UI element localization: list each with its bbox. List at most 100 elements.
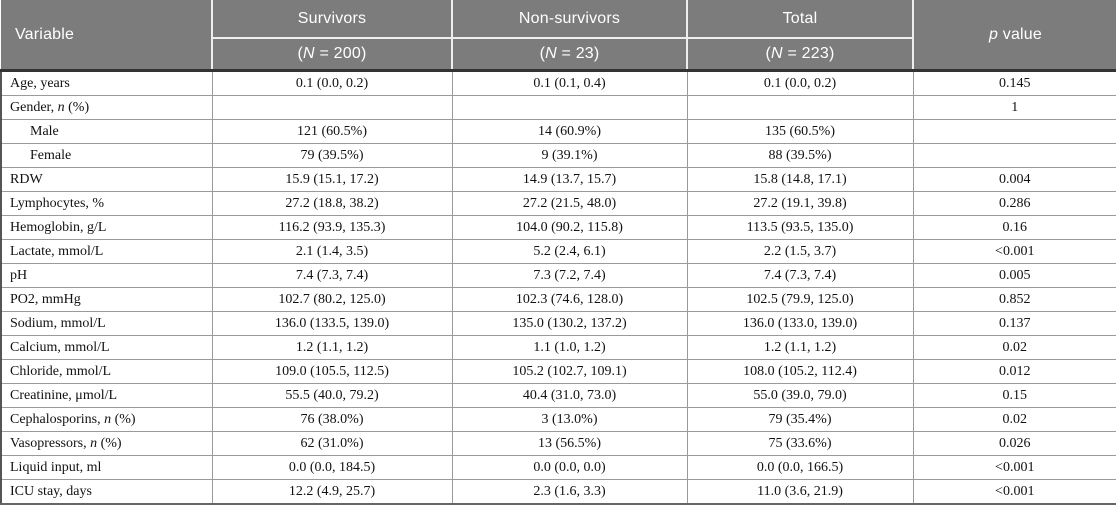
total-cell: 102.5 (79.9, 125.0)	[686, 287, 914, 312]
variable-cell: Age, years	[0, 70, 213, 96]
pvalue-cell: 0.137	[912, 311, 1116, 336]
pvalue-cell: 0.005	[912, 263, 1116, 288]
survivors-cell: 76 (38.0%)	[211, 407, 453, 432]
nonsurvivors-cell: 135.0 (130.2, 137.2)	[451, 311, 688, 336]
table-row: Age, years 0.1 (0.0, 0.2) 0.1 (0.1, 0.4) 0.…	[0, 70, 1116, 96]
nonsurvivors-cell: 40.4 (31.0, 73.0)	[451, 383, 688, 408]
pvalue-cell: 0.012	[912, 359, 1116, 384]
nonsurvivors-cell: 14.9 (13.7, 15.7)	[451, 167, 688, 192]
table-row: Gender, n (%) 1	[0, 95, 1116, 120]
variable-cell: Liquid input, ml	[0, 455, 213, 480]
table-body: Age, years 0.1 (0.0, 0.2) 0.1 (0.1, 0.4) 0.…	[0, 70, 1116, 505]
total-cell	[686, 95, 914, 120]
pvalue-cell: <0.001	[912, 455, 1116, 480]
variable-cell: PO2, mmHg	[0, 287, 213, 312]
survivors-cell: 0.0 (0.0, 184.5)	[211, 455, 453, 480]
table-row: Female 79 (39.5%) 9 (39.1%) 88 (39.5%)	[0, 143, 1116, 168]
survivors-cell: 2.1 (1.4, 3.5)	[211, 239, 453, 264]
nonsurvivors-cell: 7.3 (7.2, 7.4)	[451, 263, 688, 288]
variable-cell: Lactate, mmol/L	[0, 239, 213, 264]
table-row: Cephalosporins, n (%) 76 (38.0%) 3 (13.0%)…	[0, 407, 1116, 432]
variable-cell: Male	[0, 119, 213, 144]
pvalue-cell	[912, 143, 1116, 168]
nonsurvivors-cell: 102.3 (74.6, 128.0)	[451, 287, 688, 312]
header-total: Total	[686, 0, 914, 39]
total-cell: 1.2 (1.1, 1.2)	[686, 335, 914, 360]
total-cell: 0.1 (0.0, 0.2)	[686, 70, 914, 96]
total-cell: 27.2 (19.1, 39.8)	[686, 191, 914, 216]
variable-cell: Gender, n (%)	[0, 95, 213, 120]
total-cell: 79 (35.4%)	[686, 407, 914, 432]
variable-cell: Creatinine, μmol/L	[0, 383, 213, 408]
total-cell: 2.2 (1.5, 3.7)	[686, 239, 914, 264]
table-row: Chloride, mmol/L 109.0 (105.5, 112.5) 105.…	[0, 359, 1116, 384]
header-survivors: Survivors	[211, 0, 453, 39]
table-row: Calcium, mmol/L 1.2 (1.1, 1.2) 1.1 (1.0, 1…	[0, 335, 1116, 360]
total-cell: 108.0 (105.2, 112.4)	[686, 359, 914, 384]
pvalue-cell: 0.02	[912, 407, 1116, 432]
variable-cell: Vasopressors, n (%)	[0, 431, 213, 456]
table-row: Male 121 (60.5%) 14 (60.9%) 135 (60.5%)	[0, 119, 1116, 144]
variable-cell: Hemoglobin, g/L	[0, 215, 213, 240]
survivors-cell: 15.9 (15.1, 17.2)	[211, 167, 453, 192]
total-cell: 135 (60.5%)	[686, 119, 914, 144]
nonsurvivors-cell: 3 (13.0%)	[451, 407, 688, 432]
variable-cell: Chloride, mmol/L	[0, 359, 213, 384]
table-row: Lactate, mmol/L 2.1 (1.4, 3.5) 5.2 (2.4, 6…	[0, 239, 1116, 264]
variable-cell: ICU stay, days	[0, 479, 213, 505]
table-row: Sodium, mmol/L 136.0 (133.5, 139.0) 135.0 …	[0, 311, 1116, 336]
table-row: pH 7.4 (7.3, 7.4) 7.3 (7.2, 7.4) 7.4 (7.3, …	[0, 263, 1116, 288]
pvalue-cell: 0.286	[912, 191, 1116, 216]
header-nonsurvivors: Non-survivors	[451, 0, 688, 39]
table-row: ICU stay, days 12.2 (4.9, 25.7) 2.3 (1.6, …	[0, 479, 1116, 505]
table-row: Creatinine, μmol/L 55.5 (40.0, 79.2) 40.4 …	[0, 383, 1116, 408]
survivors-cell: 136.0 (133.5, 139.0)	[211, 311, 453, 336]
total-cell: 7.4 (7.3, 7.4)	[686, 263, 914, 288]
variable-cell: Cephalosporins, n (%)	[0, 407, 213, 432]
header-total-n: (N = 223)	[686, 38, 914, 72]
nonsurvivors-cell: 13 (56.5%)	[451, 431, 688, 456]
variable-cell: pH	[0, 263, 213, 288]
nonsurvivors-cell: 105.2 (102.7, 109.1)	[451, 359, 688, 384]
table-row: RDW 15.9 (15.1, 17.2) 14.9 (13.7, 15.7) 15.…	[0, 167, 1116, 192]
survivors-cell: 7.4 (7.3, 7.4)	[211, 263, 453, 288]
variable-cell: Sodium, mmol/L	[0, 311, 213, 336]
total-cell: 55.0 (39.0, 79.0)	[686, 383, 914, 408]
total-cell: 75 (33.6%)	[686, 431, 914, 456]
pvalue-cell: 0.145	[912, 70, 1116, 96]
pvalue-cell: 0.004	[912, 167, 1116, 192]
pvalue-cell: <0.001	[912, 479, 1116, 505]
variable-cell: RDW	[0, 167, 213, 192]
nonsurvivors-cell: 0.1 (0.1, 0.4)	[451, 70, 688, 96]
survivors-cell: 0.1 (0.0, 0.2)	[211, 70, 453, 96]
nonsurvivors-cell: 9 (39.1%)	[451, 143, 688, 168]
survivors-cell: 55.5 (40.0, 79.2)	[211, 383, 453, 408]
table-row: Liquid input, ml 0.0 (0.0, 184.5) 0.0 (0.0…	[0, 455, 1116, 480]
clinical-characteristics-table: Variable Survivors Non-survivors Total p…	[0, 0, 1116, 505]
total-cell: 11.0 (3.6, 21.9)	[686, 479, 914, 505]
survivors-cell: 27.2 (18.8, 38.2)	[211, 191, 453, 216]
table-row: Vasopressors, n (%) 62 (31.0%) 13 (56.5%) 7…	[0, 431, 1116, 456]
header-survivors-n: (N = 200)	[211, 38, 453, 72]
pvalue-cell	[912, 119, 1116, 144]
table-header: Variable Survivors Non-survivors Total p…	[1, 0, 1116, 72]
survivors-cell: 102.7 (80.2, 125.0)	[211, 287, 453, 312]
survivors-cell: 12.2 (4.9, 25.7)	[211, 479, 453, 505]
survivors-cell: 1.2 (1.1, 1.2)	[211, 335, 453, 360]
total-cell: 113.5 (93.5, 135.0)	[686, 215, 914, 240]
total-cell: 15.8 (14.8, 17.1)	[686, 167, 914, 192]
nonsurvivors-cell: 104.0 (90.2, 115.8)	[451, 215, 688, 240]
pvalue-cell: 0.02	[912, 335, 1116, 360]
table-row: Hemoglobin, g/L 116.2 (93.9, 135.3) 104.0 …	[0, 215, 1116, 240]
nonsurvivors-cell: 27.2 (21.5, 48.0)	[451, 191, 688, 216]
total-cell: 0.0 (0.0, 166.5)	[686, 455, 914, 480]
table-row: Lymphocytes, % 27.2 (18.8, 38.2) 27.2 (21.…	[0, 191, 1116, 216]
pvalue-cell: 0.026	[912, 431, 1116, 456]
pvalue-cell: 0.16	[912, 215, 1116, 240]
survivors-cell: 109.0 (105.5, 112.5)	[211, 359, 453, 384]
nonsurvivors-cell: 2.3 (1.6, 3.3)	[451, 479, 688, 505]
survivors-cell	[211, 95, 453, 120]
header-pvalue: p value	[912, 0, 1116, 72]
pvalue-cell: 0.15	[912, 383, 1116, 408]
header-nonsurvivors-n: (N = 23)	[451, 38, 688, 72]
